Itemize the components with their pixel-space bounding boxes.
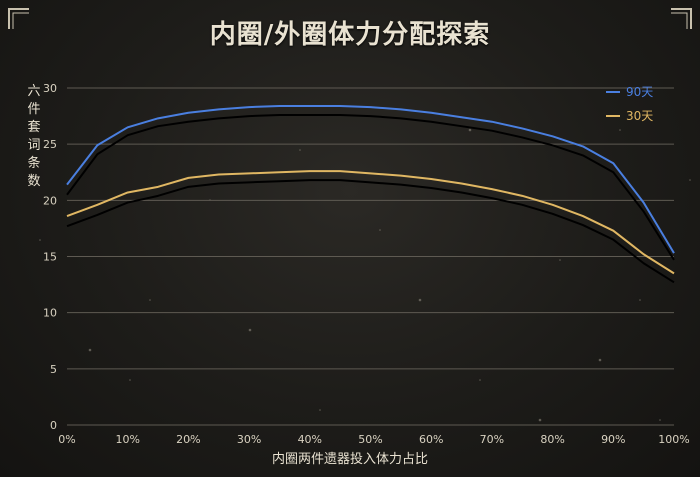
legend-label: 90天: [626, 85, 653, 99]
y-tick-label: 5: [50, 363, 57, 376]
x-tick-label: 30%: [237, 433, 261, 446]
background-star: [89, 349, 92, 352]
background-star: [639, 299, 641, 301]
y-axis-label-char: 数: [26, 170, 42, 189]
y-axis-label-char: 六: [26, 80, 42, 99]
background-star: [419, 299, 422, 302]
background-star: [599, 359, 602, 362]
background-star: [379, 229, 381, 231]
background-star: [479, 379, 481, 381]
background-star: [299, 149, 301, 151]
background-star: [319, 409, 321, 411]
x-tick-label: 70%: [480, 433, 504, 446]
x-tick-label: 50%: [358, 433, 382, 446]
y-tick-label: 30: [43, 82, 57, 95]
x-tick-label: 20%: [176, 433, 200, 446]
x-tick-label: 60%: [419, 433, 443, 446]
background-star: [249, 329, 252, 332]
x-tick-label: 80%: [540, 433, 564, 446]
series-line-90天: [67, 106, 674, 253]
legend-label: 30天: [626, 109, 653, 123]
background-star: [659, 419, 661, 421]
y-tick-label: 25: [43, 138, 57, 151]
y-tick-label: 20: [43, 194, 57, 207]
x-tick-label: 90%: [601, 433, 625, 446]
background-star: [539, 419, 542, 422]
y-tick-label: 10: [43, 307, 57, 320]
background-star: [619, 129, 621, 131]
background-star: [129, 379, 131, 381]
background-star: [149, 299, 151, 301]
x-tick-label: 100%: [658, 433, 689, 446]
y-axis-label-char: 词: [26, 134, 42, 153]
background-star: [39, 239, 41, 241]
y-axis-label-char: 套: [26, 116, 42, 135]
y-axis-label-char: 条: [26, 152, 42, 171]
series-shadow-line: [67, 180, 674, 282]
x-tick-label: 10%: [115, 433, 139, 446]
background-star: [559, 259, 561, 261]
background-star: [689, 179, 691, 181]
x-axis-label: 内圈两件遗器投入体力占比: [0, 448, 700, 467]
y-axis-label-char: 件: [26, 98, 42, 117]
x-tick-label: 40%: [298, 433, 322, 446]
y-tick-label: 15: [43, 251, 57, 264]
background-star: [469, 129, 472, 132]
y-tick-label: 0: [50, 419, 57, 432]
x-tick-label: 0%: [58, 433, 75, 446]
series-line-30天: [67, 171, 674, 273]
